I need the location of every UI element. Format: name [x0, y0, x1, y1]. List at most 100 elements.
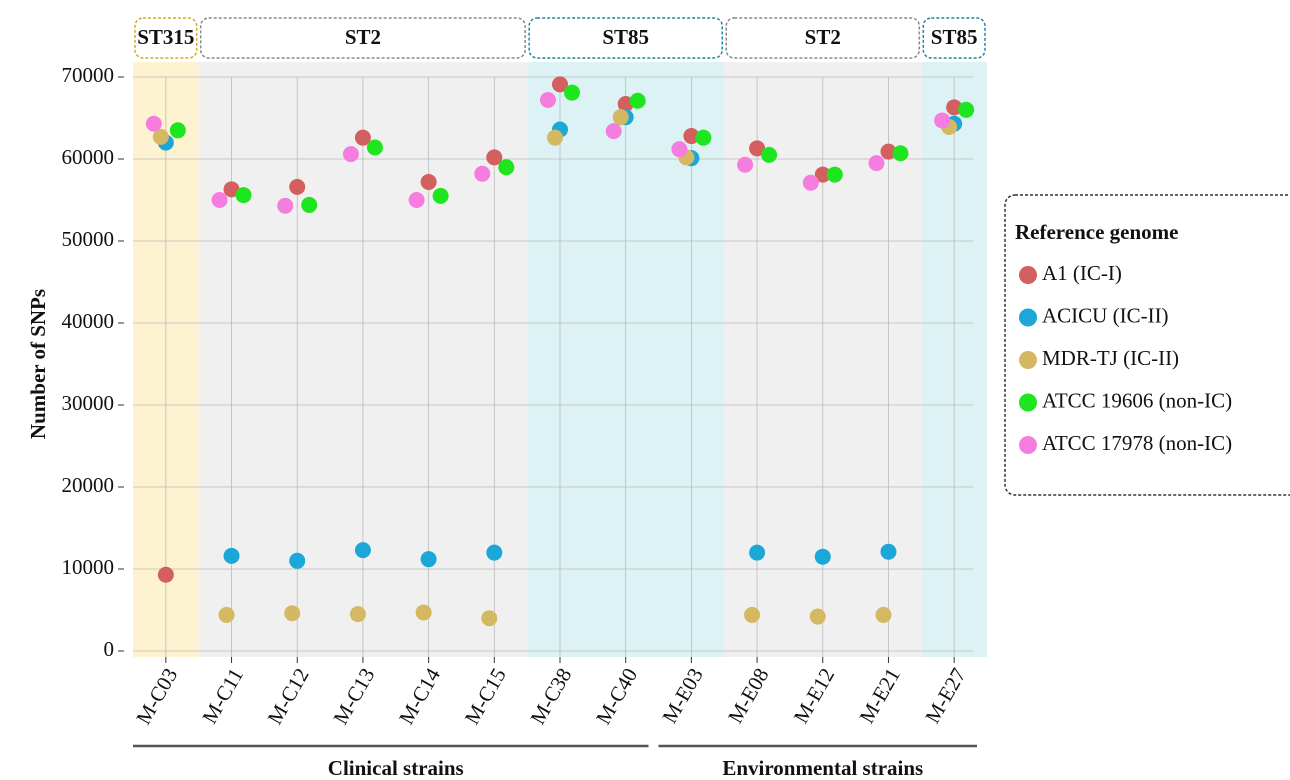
y-tick-label: 20000 [62, 473, 115, 497]
x-tick-label: M-C15 [460, 664, 511, 729]
point [223, 181, 240, 198]
point [301, 196, 318, 213]
x-tick-label: M-E03 [657, 664, 708, 728]
group-header-box [528, 17, 723, 59]
legend-label: ATCC 17978 (non-IC) [1042, 431, 1232, 455]
x-tick-label: M-E08 [723, 664, 774, 728]
point [880, 543, 897, 560]
x-tick-label: M-C11 [197, 664, 248, 728]
point [218, 606, 235, 623]
x-tick-label: M-C12 [263, 664, 314, 729]
x-tick-label: M-C40 [591, 664, 642, 729]
group-header: ST85 [602, 25, 649, 49]
legend-swatch [1019, 393, 1037, 412]
point [498, 159, 515, 176]
legend-label: ATCC 19606 (non-IC) [1042, 388, 1232, 412]
legend-swatch [1019, 266, 1037, 284]
point [408, 192, 425, 208]
strain-label: Clinical strains [328, 756, 464, 780]
y-tick-label: 10000 [62, 555, 115, 579]
group-header-box [725, 17, 921, 59]
point [809, 608, 826, 625]
point [211, 192, 228, 208]
point [547, 129, 563, 146]
point [695, 129, 712, 146]
point [749, 140, 766, 157]
point [946, 99, 963, 116]
group-header-box [922, 17, 986, 59]
x-tick-label: M-C03 [131, 664, 182, 729]
point [284, 605, 301, 622]
point [474, 165, 491, 182]
point [289, 178, 306, 195]
point [814, 166, 831, 183]
point [349, 606, 366, 623]
y-tick-label: 30000 [62, 391, 115, 415]
legend-swatch [1019, 308, 1037, 327]
group-header: ST2 [345, 25, 381, 49]
point [420, 551, 437, 568]
point [145, 115, 162, 132]
point [486, 149, 503, 166]
point [744, 606, 761, 623]
point [683, 128, 700, 145]
group-header-box [199, 17, 526, 59]
y-tick-label: 50000 [62, 227, 115, 251]
point [749, 544, 766, 561]
point [605, 123, 622, 140]
x-tick-label: M-C13 [328, 664, 379, 729]
point [868, 155, 885, 172]
point [629, 92, 646, 109]
strain-label: Environmental strains [722, 756, 923, 780]
group-header: ST85 [931, 25, 978, 49]
x-tick-label: M-E27 [920, 664, 971, 728]
point [415, 604, 432, 621]
legend-swatch [1019, 351, 1037, 369]
y-tick-label: 60000 [62, 145, 115, 169]
x-tick-label: M-E12 [789, 664, 840, 728]
legend-label: ACICU (IC-II) [1042, 303, 1169, 327]
point [277, 197, 294, 214]
y-axis-label: Number of SNPs [26, 289, 50, 439]
legend-box [1004, 194, 1290, 496]
x-tick-label: M-C38 [525, 664, 576, 729]
point [802, 174, 819, 191]
legend-title: Reference genome [1015, 220, 1178, 244]
point [540, 91, 556, 108]
point [481, 610, 498, 627]
point [761, 146, 778, 163]
point [875, 606, 892, 623]
point [892, 145, 909, 162]
point [223, 547, 240, 564]
point [737, 156, 754, 173]
point [552, 76, 568, 93]
group-header-box [134, 17, 198, 59]
point [289, 552, 306, 569]
point [958, 101, 975, 118]
point [354, 542, 371, 559]
x-tick-label: M-C14 [394, 663, 445, 728]
y-tick-label: 70000 [62, 63, 115, 87]
point [420, 173, 437, 190]
point [814, 548, 831, 565]
point [617, 96, 634, 113]
point [934, 112, 951, 129]
point [169, 122, 186, 139]
point [157, 566, 174, 583]
point [366, 139, 383, 156]
point [152, 128, 169, 145]
point [826, 166, 843, 183]
point [880, 143, 897, 160]
legend-label: A1 (IC-I) [1042, 261, 1122, 285]
y-tick-label: 0 [104, 637, 115, 661]
group-header: ST315 [137, 25, 194, 49]
legend-label: MDR-TJ (IC-II) [1042, 346, 1179, 370]
point [354, 129, 371, 146]
x-tick-label: M-E21 [854, 664, 905, 728]
y-tick-label: 40000 [62, 309, 115, 333]
point [342, 146, 359, 163]
point [235, 187, 252, 204]
point [671, 141, 688, 158]
point [564, 84, 580, 101]
